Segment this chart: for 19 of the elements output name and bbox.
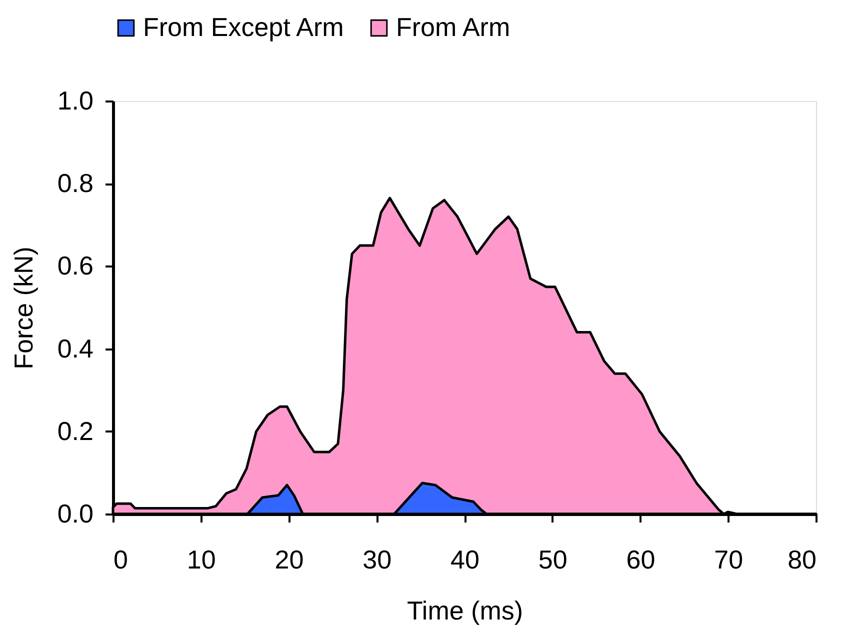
- y-tick-label: 0.4: [57, 333, 94, 364]
- x-tick-label: 20: [274, 544, 304, 574]
- x-tick-label: 10: [186, 544, 216, 574]
- y-tick-label: 0.2: [57, 416, 94, 446]
- x-tick-label: 70: [714, 544, 744, 574]
- x-tick-label: 30: [362, 544, 392, 574]
- y-tick-label: 0.8: [57, 168, 94, 198]
- legend-label: From Except Arm: [143, 12, 344, 42]
- y-tick-label: 1.0: [57, 86, 94, 116]
- y-axis-title: Force (kN): [8, 246, 38, 370]
- x-tick-label: 50: [538, 544, 568, 574]
- x-tick-label: 40: [450, 544, 480, 574]
- x-tick-label: 80: [788, 544, 816, 574]
- x-tick-label: 60: [626, 544, 656, 574]
- legend-label: From Arm: [396, 12, 510, 42]
- x-axis-title: Time (ms): [406, 596, 524, 626]
- y-tick-label: 0.0: [57, 498, 94, 528]
- y-tick-label: 0.6: [57, 250, 94, 281]
- x-tick-label: 0: [114, 544, 128, 574]
